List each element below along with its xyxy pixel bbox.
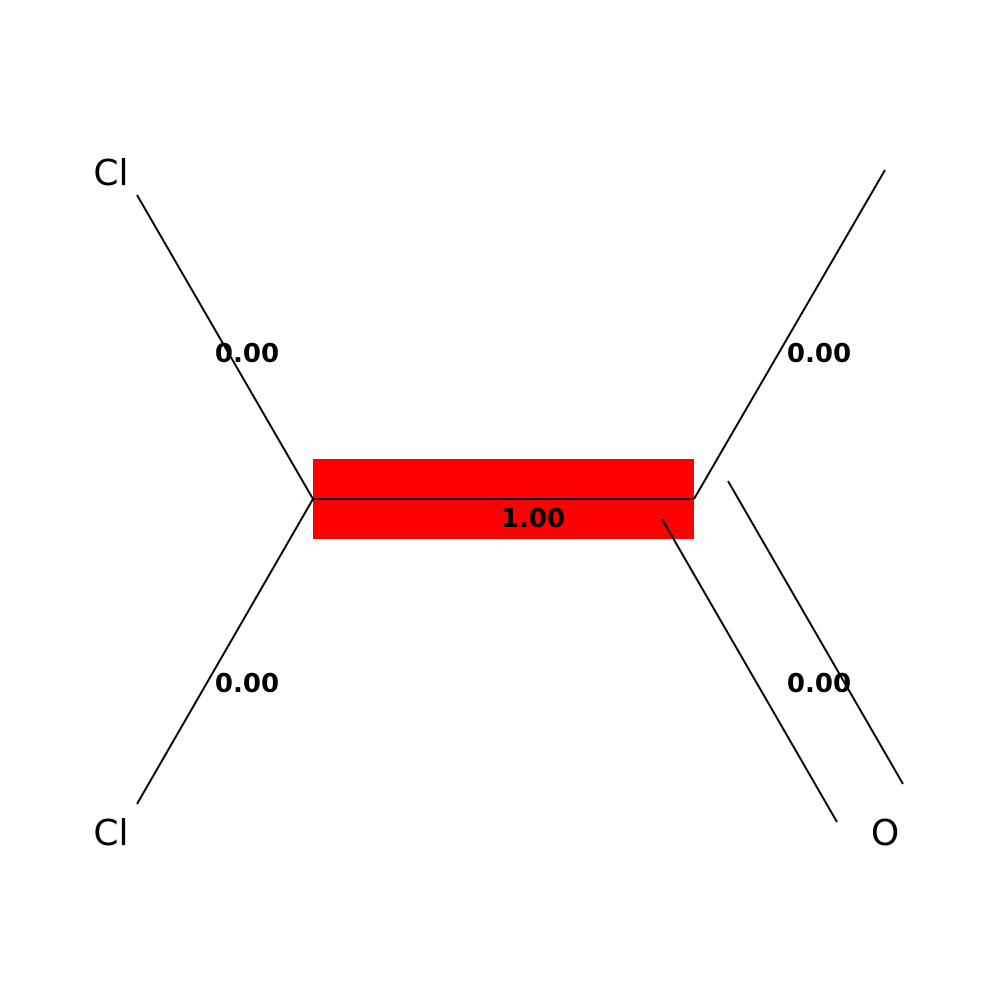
bond-value-methyl: 0.00 (787, 339, 851, 369)
bond-c1-cl-bottom (136, 498, 314, 805)
bond-c2-methyl (693, 169, 886, 500)
bond-value-cl-top: 0.00 (215, 339, 279, 369)
bond-c2-o-outer (727, 480, 904, 785)
atom-label-cl-bottom: Cl (93, 813, 128, 854)
atom-label-cl-top: Cl (93, 153, 128, 194)
bond-value-cc: 1.00 (501, 504, 565, 534)
bond-c1-cl-top (136, 194, 314, 500)
bond-c2-o-inner (661, 518, 838, 823)
bond-value-cl-bottom: 0.00 (215, 669, 279, 699)
bond-value-co: 0.00 (787, 669, 851, 699)
atom-label-oxygen: O (871, 813, 899, 854)
